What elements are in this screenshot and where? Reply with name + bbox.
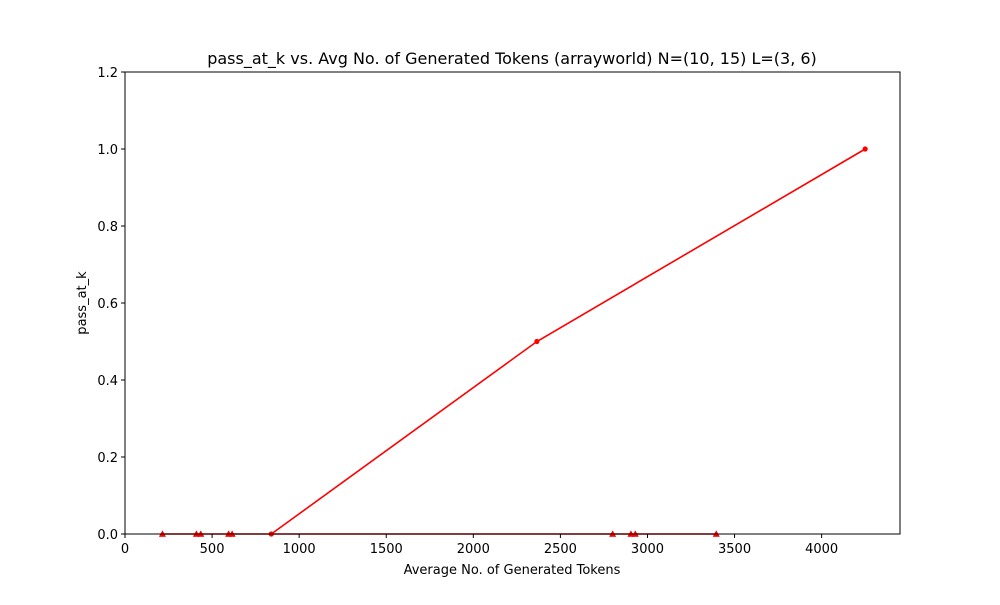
x-axis: 0 500 1000 1500 2000 2500 3000 3500 4000	[121, 534, 838, 557]
x-tick-label: 1500	[370, 542, 403, 557]
x-tick-label: 2500	[544, 542, 577, 557]
x-tick-label: 2000	[457, 542, 490, 557]
x-tick-label: 1000	[283, 542, 316, 557]
y-axis: 0.0 0.2 0.4 0.6 0.8 1.0 1.2	[97, 66, 125, 543]
y-tick-label: 0.2	[97, 451, 118, 466]
y-tick-label: 1.2	[97, 66, 118, 81]
chart-title: pass_at_k vs. Avg No. of Generated Token…	[207, 49, 817, 69]
y-tick-label: 0.4	[97, 374, 118, 389]
x-tick-label: 3500	[718, 542, 751, 557]
x-axis-label: Average No. of Generated Tokens	[404, 563, 621, 578]
y-tick-label: 0.8	[97, 220, 118, 235]
y-tick-label: 0.6	[97, 297, 118, 312]
x-tick-label: 4000	[805, 542, 838, 557]
series-0-point	[862, 146, 868, 152]
x-tick-label: 3000	[631, 542, 664, 557]
y-tick-label: 0.0	[97, 528, 118, 543]
x-tick-label: 0	[121, 542, 129, 557]
x-tick-label: 500	[200, 542, 225, 557]
y-axis-label: pass_at_k	[75, 271, 90, 335]
series-0-point	[534, 338, 540, 345]
y-tick-label: 1.0	[97, 143, 118, 158]
